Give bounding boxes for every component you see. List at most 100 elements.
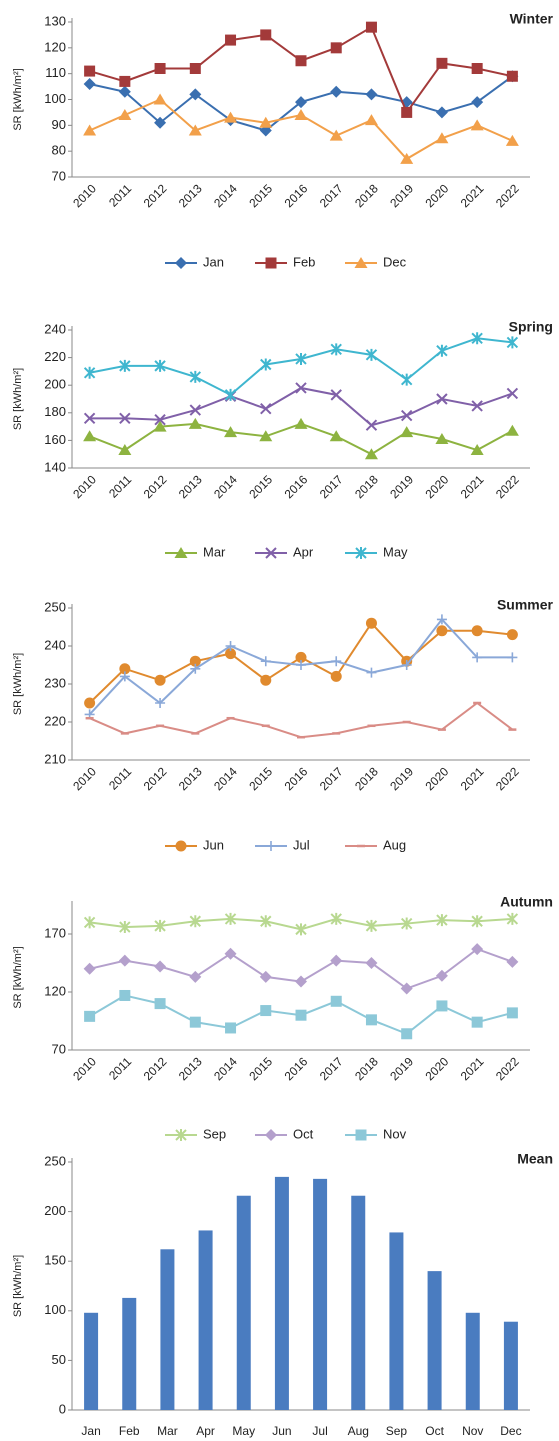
x-tick-label: Dec	[500, 1424, 521, 1438]
marker	[224, 388, 237, 401]
bar	[160, 1249, 175, 1410]
marker	[400, 152, 414, 164]
legend-label: Jun	[203, 837, 224, 852]
bar	[503, 1321, 518, 1410]
marker	[436, 625, 448, 637]
marker	[119, 75, 131, 87]
marker	[175, 257, 187, 269]
marker	[265, 547, 277, 559]
marker	[224, 947, 237, 960]
marker	[330, 954, 343, 967]
marker	[295, 923, 307, 936]
x-tick-label: 2010	[70, 1054, 99, 1083]
marker	[175, 1129, 187, 1141]
x-tick-label: 2015	[246, 472, 275, 501]
marker	[436, 57, 448, 69]
x-tick-label: 2013	[176, 764, 205, 793]
x-tick-label: 2012	[141, 764, 170, 793]
y-tick-label: 240	[44, 321, 66, 336]
marker	[401, 106, 413, 118]
chart-title: Spring	[509, 319, 553, 335]
x-tick-label: 2019	[387, 1054, 416, 1083]
x-tick-label: 2015	[246, 764, 275, 793]
x-tick-label: 2019	[387, 764, 416, 793]
marker	[470, 444, 484, 456]
marker	[265, 1129, 277, 1141]
bar	[351, 1195, 366, 1410]
marker	[84, 697, 96, 709]
marker	[366, 667, 377, 678]
marker	[189, 915, 202, 928]
marker	[436, 393, 448, 405]
marker	[330, 670, 342, 682]
x-tick-label: 2021	[458, 472, 487, 501]
x-tick-label: 2018	[352, 1054, 381, 1083]
y-axis-label: SR [kWh/m²]	[12, 68, 24, 130]
marker	[365, 419, 378, 431]
marker	[189, 1016, 201, 1028]
x-tick-label: 2022	[493, 764, 522, 793]
y-tick-label: 100	[44, 1302, 66, 1317]
bar	[122, 1297, 137, 1410]
x-tick-label: 2014	[211, 472, 240, 501]
y-axis-label: SR [kWh/m²]	[12, 653, 24, 715]
marker	[505, 134, 519, 146]
marker	[188, 417, 202, 429]
marker	[259, 116, 273, 128]
marker	[83, 916, 96, 929]
marker	[118, 954, 131, 967]
series-line	[89, 337, 513, 397]
marker	[154, 63, 166, 74]
x-tick-label: Feb	[119, 1424, 140, 1438]
marker	[225, 1022, 237, 1034]
y-tick-label: 160	[44, 432, 66, 447]
bar	[465, 1312, 480, 1410]
marker	[260, 358, 272, 371]
y-tick-label: 200	[44, 1203, 66, 1218]
chart-title: Autumn	[500, 894, 553, 910]
marker	[84, 65, 96, 77]
x-tick-label: 2011	[106, 181, 134, 209]
marker	[266, 841, 276, 851]
marker	[330, 42, 342, 54]
marker	[400, 426, 414, 438]
marker	[175, 840, 187, 852]
marker	[224, 111, 238, 123]
x-tick-label: 2018	[352, 181, 381, 210]
chart-title: Winter	[510, 11, 554, 27]
marker	[119, 921, 131, 934]
y-axis-label: SR [kWh/m²]	[12, 1255, 24, 1317]
marker	[154, 998, 166, 1010]
marker	[354, 257, 368, 268]
y-axis-label: SR [kWh/m²]	[12, 946, 24, 1008]
x-tick-label: 2021	[458, 1054, 487, 1083]
marker	[365, 919, 378, 932]
marker	[506, 912, 519, 925]
y-tick-label: 130	[44, 13, 66, 28]
marker	[154, 413, 166, 426]
marker	[355, 547, 367, 559]
marker	[154, 359, 166, 372]
y-tick-label: 220	[44, 349, 66, 364]
marker	[365, 88, 378, 101]
x-tick-label: Apr	[196, 1424, 215, 1438]
marker	[295, 55, 307, 67]
x-tick-label: 2011	[106, 472, 134, 500]
series-line	[89, 701, 513, 739]
legend-label: Jan	[203, 254, 224, 269]
y-tick-label: 150	[44, 1253, 66, 1268]
marker	[153, 420, 167, 432]
x-tick-label: 2020	[423, 1054, 452, 1083]
legend-label: Aug	[383, 837, 406, 852]
x-tick-label: 2020	[423, 764, 452, 793]
marker	[506, 1007, 518, 1019]
marker	[365, 348, 378, 361]
x-tick-label: 2017	[317, 1054, 346, 1083]
bar	[198, 1230, 213, 1410]
x-tick-label: 2012	[141, 472, 170, 501]
x-tick-label: 2020	[423, 181, 452, 210]
x-tick-label: 2022	[493, 472, 522, 501]
x-tick-label: 2010	[70, 764, 99, 793]
marker	[154, 960, 167, 973]
bar	[389, 1232, 404, 1410]
